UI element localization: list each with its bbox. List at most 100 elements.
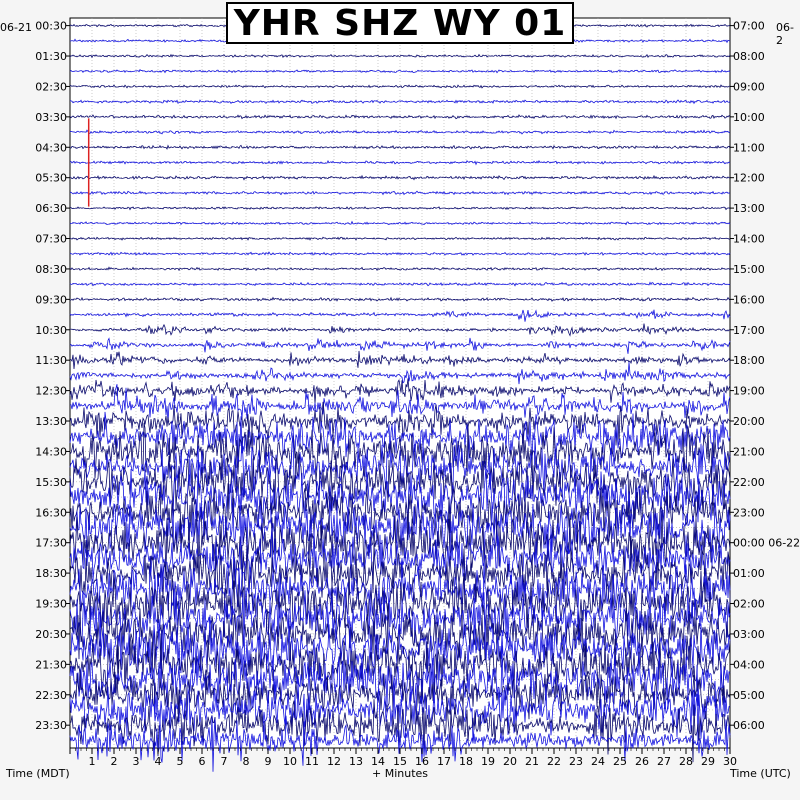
trace-line	[69, 296, 731, 302]
trace-line	[69, 236, 731, 241]
right-time-label: 08:00	[733, 50, 765, 63]
trace-line	[69, 206, 731, 211]
chart-title: YHR SHZ WY 01	[233, 2, 567, 44]
left-time-label: 06:30	[35, 202, 67, 215]
trace-line	[69, 53, 731, 59]
left-time-label: 17:30	[35, 537, 67, 550]
trace-line	[69, 483, 731, 548]
x-tick-label: 8	[243, 755, 250, 768]
trace-line	[69, 174, 731, 181]
trace-line	[69, 337, 731, 354]
left-time-label: 16:30	[35, 506, 67, 519]
x-tick-label: 5	[177, 755, 184, 768]
left-time-label: 12:30	[35, 385, 67, 398]
x-tick-label: 23	[569, 755, 583, 768]
right-time-label: 06:00	[733, 719, 765, 732]
left-time-label: 13:30	[35, 415, 67, 428]
x-tick-label: 20	[503, 755, 517, 768]
trace-line	[69, 159, 731, 166]
x-axis: 1 2 3 4 5 6 7 8 9 10 11 12 13 14 15 16 17 18 19 20 21 22 23 24 2…	[69, 748, 737, 768]
x-tick-label: 25	[613, 755, 627, 768]
x-tick-label: 26	[635, 755, 649, 768]
right-time-label: 22:00	[733, 476, 765, 489]
left-time-label: 20:30	[35, 628, 67, 641]
left-time-label: 22:30	[35, 689, 67, 702]
trace-line	[69, 601, 731, 670]
trace-line	[69, 309, 731, 322]
x-tick-label: 11	[305, 755, 319, 768]
trace-line	[69, 378, 731, 404]
left-time-label: 03:30	[35, 111, 67, 124]
trace-line	[69, 535, 731, 603]
x-tick-label: 22	[547, 755, 561, 768]
trace-line	[69, 144, 731, 150]
right-time-label: 17:00	[733, 324, 765, 337]
trace-line	[69, 460, 731, 528]
trace-line	[69, 190, 731, 196]
trace-line	[69, 350, 731, 369]
right-time-label: 16:00	[733, 293, 765, 306]
right-time-label: 18:00	[733, 354, 765, 367]
x-tick-label: 9	[265, 755, 272, 768]
left-time-label: 19:30	[35, 598, 67, 611]
trace-line	[69, 362, 731, 385]
x-tick-label: 13	[349, 755, 363, 768]
left-time-label: 00:30	[35, 20, 67, 33]
trace-line	[69, 422, 731, 483]
y-axes: 00:30 01:30 02:30 03:30 04:30 05:30 06:30 07:30…	[35, 20, 800, 733]
left-axis-label: Time (MDT)	[6, 767, 70, 780]
right-time-label: 04:00	[733, 658, 765, 671]
x-tick-label: 16	[415, 755, 429, 768]
right-time-label: 21:00	[733, 445, 765, 458]
right-time-label: 02:00	[733, 598, 765, 611]
x-tick-label: 1	[89, 755, 96, 768]
left-time-label: 23:30	[35, 719, 67, 732]
trace-line	[69, 675, 731, 745]
trace-line	[69, 251, 731, 256]
left-time-label: 09:30	[35, 293, 67, 306]
x-axis-label: + Minutes	[372, 767, 429, 780]
left-date-label: 06-21	[0, 21, 32, 34]
x-tick-label: 24	[591, 755, 605, 768]
trace-line	[69, 220, 731, 226]
right-time-label: 12:00	[733, 172, 765, 185]
trace-line	[69, 510, 731, 582]
left-time-label: 04:30	[35, 141, 67, 154]
x-tick-label: 2	[111, 755, 118, 768]
left-time-label: 08:30	[35, 263, 67, 276]
right-time-label: 10:00	[733, 111, 765, 124]
trace-line	[69, 69, 731, 74]
trace-line	[69, 401, 731, 446]
left-time-label: 01:30	[35, 50, 67, 63]
right-date-label: 06-2	[776, 21, 794, 47]
trace-line	[69, 715, 731, 772]
left-time-label: 14:30	[35, 445, 67, 458]
x-tick-label: 18	[459, 755, 473, 768]
trace-line	[69, 528, 731, 588]
right-time-label: 14:00	[733, 233, 765, 246]
right-time-label: 13:00	[733, 202, 765, 215]
right-time-label: 03:00	[733, 628, 765, 641]
trace-line	[69, 281, 731, 287]
right-time-label: 23:00	[733, 506, 765, 519]
right-time-label: 05:00	[733, 689, 765, 702]
left-time-label: 02:30	[35, 80, 67, 93]
left-time-label: 11:30	[35, 354, 67, 367]
right-time-label: 11:00	[733, 141, 765, 154]
x-tick-label: 21	[525, 755, 539, 768]
left-time-label: 15:30	[35, 476, 67, 489]
right-axis-label: Time (UTC)	[730, 767, 791, 780]
trace-line	[69, 323, 731, 337]
trace-line	[69, 432, 731, 497]
right-time-label: 15:00	[733, 263, 765, 276]
left-time-label: 21:30	[35, 658, 67, 671]
x-tick-label: 29	[701, 755, 715, 768]
trace-line	[69, 587, 731, 652]
left-time-label: 18:30	[35, 567, 67, 580]
x-tick-label: 6	[199, 755, 206, 768]
right-time-label: 20:00	[733, 415, 765, 428]
right-time-label: 00:00 06-22	[733, 537, 800, 550]
trace-line	[69, 129, 731, 135]
x-tick-label: 19	[481, 755, 495, 768]
